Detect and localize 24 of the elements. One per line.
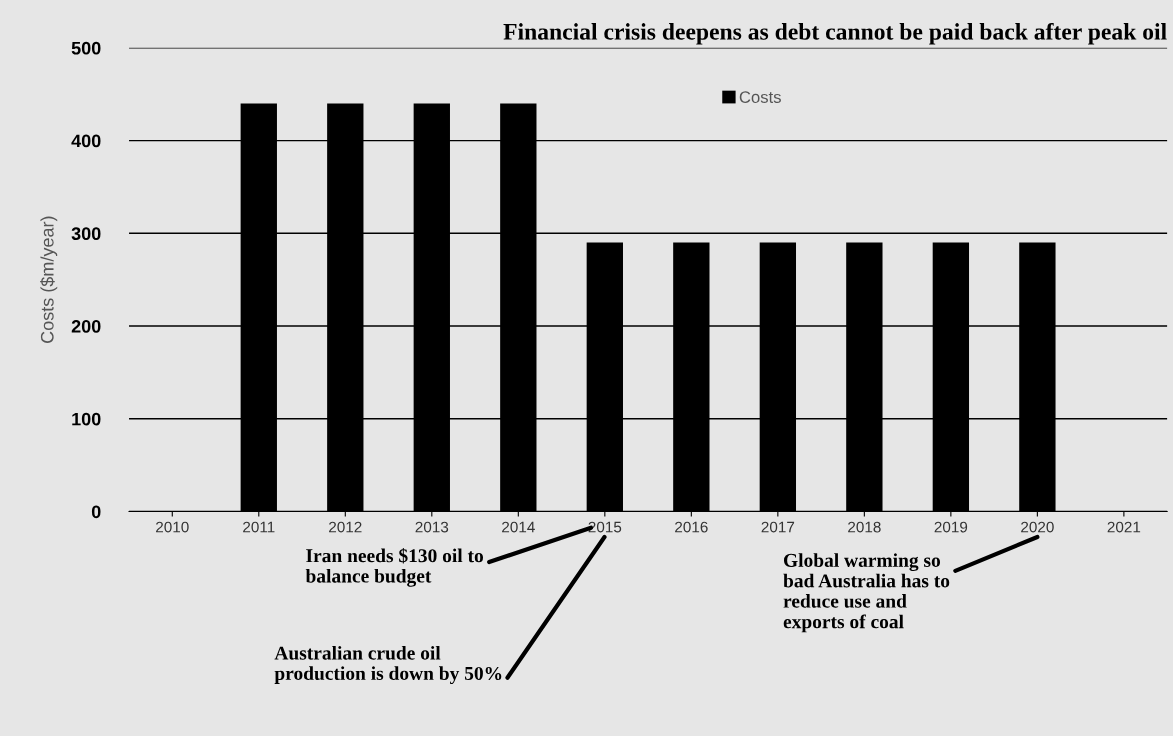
- x-tick-label: 2017: [761, 521, 795, 533]
- y-tick-label: 100: [72, 412, 101, 426]
- x-tick-label: 2012: [329, 521, 362, 533]
- text: Iran needs $130 oil to balance budget: [305, 548, 484, 587]
- y-tick-label: 200: [71, 319, 101, 333]
- text: Australian crude oil production is down by 50%: [274, 645, 502, 685]
- x-tick-label: 2015: [588, 521, 622, 533]
- x-tick-label: 2016: [675, 521, 708, 533]
- x-tick-label: 2018: [848, 521, 881, 533]
- x-tick-label: 2020: [1021, 521, 1054, 533]
- chart-title: Financial crisis deepens as debt cannot be paid back after peak oil: [503, 22, 1167, 45]
- y-tick-label: 0: [91, 505, 101, 519]
- y-axis-title: Costs ($m/year): [40, 216, 58, 343]
- y-tick-label: 500: [71, 41, 101, 55]
- x-tick-label: 2011: [243, 521, 275, 533]
- legend-label: Costs: [739, 91, 781, 103]
- x-tick-label: 2014: [502, 521, 535, 533]
- text: Global warming so bad Australia has to reduce use and exports of coal: [783, 553, 950, 633]
- y-tick-label: 300: [71, 227, 101, 241]
- x-tick-label: 2013: [415, 521, 449, 533]
- x-tick-label: 2021: [1107, 521, 1141, 533]
- x-tick-label: 2019: [934, 521, 968, 533]
- y-tick-label: 400: [71, 134, 101, 148]
- x-tick-label: 2010: [156, 521, 189, 533]
